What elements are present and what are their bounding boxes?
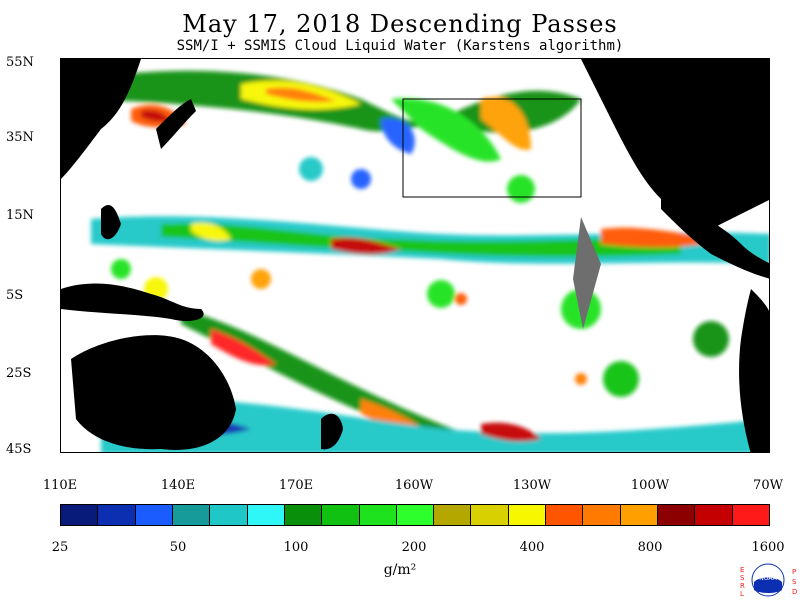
colorbar-swatch-9 (359, 505, 397, 525)
data-gap-wedge (573, 217, 601, 329)
lat-label-25s: 25S (6, 366, 32, 381)
colorbar-swatch-14 (546, 505, 584, 525)
lon-label-170e: 170E (278, 478, 314, 493)
lat-label-55n: 55N (6, 55, 34, 70)
logo-left-letter-2: S (740, 574, 745, 582)
colorbar-swatch-16 (620, 505, 658, 525)
colorbar-swatch-8 (322, 505, 360, 525)
colorbar-swatch-10 (396, 505, 435, 525)
lat-label-35n: 35N (6, 130, 34, 145)
colorbar-swatch-6 (247, 505, 285, 525)
logo-left-letter-1: E (740, 566, 744, 574)
colorbar-swatch-3 (135, 505, 173, 525)
colorbar-swatch-15 (583, 505, 621, 525)
colorbar-tick-400: 400 (519, 540, 545, 555)
colorbar-tick-1600: 1600 (751, 540, 785, 555)
colorbar-swatch-12 (471, 505, 509, 525)
lon-label-140e: 140E (160, 478, 196, 493)
colorbar-units: g/m² (383, 562, 417, 578)
logo-left-letter-3: R (740, 582, 745, 590)
colorbar-tick-50: 50 (169, 540, 187, 555)
logo-right-letter-1: P (792, 568, 796, 576)
logo-left-letter-4: L (740, 590, 744, 598)
colorbar-tick-200: 200 (401, 540, 427, 555)
colorbar-swatch-7 (284, 505, 323, 525)
colorbar-tick-25: 25 (51, 540, 69, 555)
land (61, 59, 769, 452)
lon-label-70w: 70W (753, 478, 783, 493)
colorbar-swatch-13 (508, 505, 547, 525)
map-svg (61, 59, 769, 452)
colorbar-swatch-1 (61, 505, 99, 525)
esrl-psd-noaa-logo: NOAA E S R L P S D (736, 560, 800, 600)
colorbar-swatch-17 (658, 505, 696, 525)
page-title: May 17, 2018 Descending Passes (182, 10, 618, 38)
colorbar-swatch-18 (695, 505, 733, 525)
map-panel (60, 58, 770, 453)
lat-label-45s: 45S (6, 442, 32, 457)
highlight-box (402, 98, 582, 198)
colorbar-swatch-2 (98, 505, 136, 525)
colorbar-tick-100: 100 (283, 540, 309, 555)
lon-label-160w: 160W (394, 478, 434, 493)
page-subtitle: SSM/I + SSMIS Cloud Liquid Water (Karste… (176, 38, 624, 54)
lat-label-15n: 15N (6, 208, 34, 223)
colorbar (60, 504, 770, 526)
lon-label-100w: 100W (630, 478, 670, 493)
lon-label-130w: 130W (512, 478, 552, 493)
logo-right-letter-3: D (792, 588, 797, 596)
colorbar-swatch-11 (434, 505, 472, 525)
colorbar-tick-800: 800 (637, 540, 663, 555)
logo-right-letter-2: S (792, 578, 797, 586)
colorbar-swatch-5 (210, 505, 248, 525)
lon-label-110e: 110E (42, 478, 78, 493)
lat-label-5s: 5S (6, 288, 24, 303)
colorbar-swatch-4 (172, 505, 211, 525)
logo-center-text: NOAA (759, 575, 777, 582)
colorbar-swatch-19 (732, 505, 769, 525)
